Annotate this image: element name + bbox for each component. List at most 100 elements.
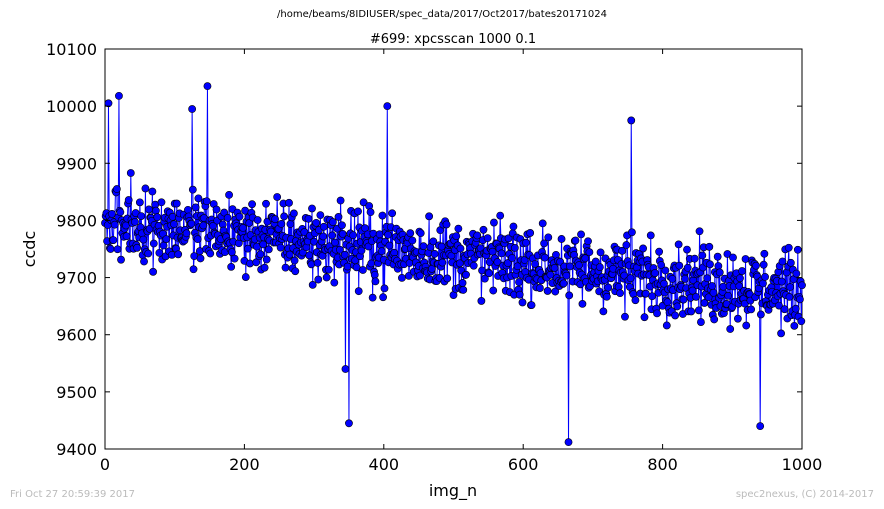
data-point bbox=[153, 213, 162, 222]
data-point bbox=[194, 194, 203, 203]
data-point bbox=[335, 245, 344, 254]
data-point bbox=[364, 242, 373, 251]
data-point bbox=[786, 258, 795, 267]
data-point bbox=[280, 212, 289, 221]
data-point bbox=[104, 99, 113, 108]
data-point bbox=[126, 169, 135, 177]
data-point bbox=[406, 229, 415, 238]
data-point bbox=[557, 235, 566, 243]
data-point bbox=[124, 196, 133, 204]
data-point bbox=[354, 287, 363, 296]
data-point bbox=[694, 306, 703, 315]
data-point bbox=[614, 282, 623, 291]
data-point bbox=[452, 232, 461, 240]
data-point bbox=[291, 267, 300, 276]
data-point bbox=[187, 219, 196, 228]
data-point bbox=[379, 293, 387, 302]
data-point bbox=[695, 227, 704, 236]
data-point bbox=[408, 236, 417, 245]
data-point bbox=[260, 263, 269, 272]
data-point bbox=[538, 219, 547, 228]
data-point bbox=[425, 212, 434, 221]
data-point bbox=[522, 238, 530, 247]
data-point bbox=[191, 203, 200, 212]
data-point bbox=[354, 207, 362, 216]
data-point bbox=[604, 283, 613, 292]
data-point bbox=[640, 313, 649, 322]
data-point bbox=[285, 250, 294, 259]
data-point bbox=[683, 245, 691, 254]
data-point bbox=[330, 278, 339, 287]
data-point bbox=[565, 291, 574, 300]
data-point bbox=[324, 265, 333, 274]
data-point bbox=[203, 82, 212, 91]
data-point bbox=[358, 266, 367, 274]
data-point bbox=[196, 254, 205, 263]
data-point bbox=[377, 247, 386, 256]
data-point bbox=[543, 287, 552, 295]
data-point bbox=[380, 284, 389, 293]
data-point bbox=[668, 274, 677, 283]
data-point bbox=[193, 235, 202, 244]
data-point bbox=[199, 221, 208, 230]
data-point bbox=[627, 116, 636, 125]
data-point bbox=[562, 271, 571, 280]
data-point bbox=[277, 219, 286, 228]
data-point bbox=[729, 253, 737, 262]
data-point bbox=[319, 232, 328, 241]
data-point bbox=[602, 292, 611, 301]
data-point bbox=[310, 237, 318, 246]
data-point bbox=[312, 218, 321, 227]
data-point bbox=[264, 245, 273, 254]
data-point bbox=[679, 295, 688, 304]
data-point bbox=[585, 248, 594, 257]
data-point bbox=[675, 261, 684, 270]
data-point bbox=[368, 293, 377, 302]
data-point bbox=[550, 264, 559, 272]
data-point bbox=[628, 228, 636, 237]
data-point bbox=[480, 274, 489, 283]
data-point bbox=[157, 198, 166, 207]
data-point bbox=[137, 212, 146, 220]
data-point bbox=[170, 220, 178, 229]
data-point bbox=[262, 199, 270, 208]
data-point bbox=[456, 244, 465, 253]
data-point bbox=[657, 261, 666, 269]
data-point bbox=[459, 286, 468, 294]
data-point bbox=[616, 289, 624, 298]
data-point bbox=[566, 262, 574, 271]
data-point bbox=[108, 209, 116, 218]
series-line-layer bbox=[101, 82, 806, 447]
data-point bbox=[383, 102, 392, 111]
file-path-caption: /home/beams/8IDIUSER/spec_data/2017/Oct2… bbox=[277, 9, 607, 20]
data-point bbox=[790, 321, 799, 330]
data-point bbox=[334, 213, 343, 221]
data-point bbox=[340, 250, 349, 259]
data-point bbox=[708, 282, 716, 290]
data-point bbox=[141, 184, 150, 193]
data-point bbox=[756, 310, 765, 319]
data-point bbox=[692, 292, 700, 301]
data-point bbox=[777, 329, 785, 338]
data-point bbox=[366, 208, 375, 217]
data-point bbox=[398, 273, 406, 282]
data-point bbox=[747, 305, 756, 314]
data-point bbox=[225, 190, 233, 199]
data-point bbox=[308, 280, 317, 289]
data-point bbox=[706, 260, 714, 269]
data-point bbox=[631, 296, 640, 305]
data-point bbox=[662, 321, 671, 330]
data-point bbox=[723, 250, 732, 258]
data-point bbox=[688, 286, 697, 295]
data-point bbox=[206, 249, 215, 258]
data-point bbox=[661, 266, 670, 275]
data-point bbox=[174, 250, 183, 259]
data-point bbox=[778, 257, 787, 266]
data-point bbox=[328, 231, 337, 240]
data-point bbox=[497, 249, 506, 258]
data-point bbox=[792, 269, 801, 278]
data-point bbox=[239, 224, 247, 232]
data-point bbox=[777, 277, 786, 286]
data-point bbox=[503, 259, 512, 267]
